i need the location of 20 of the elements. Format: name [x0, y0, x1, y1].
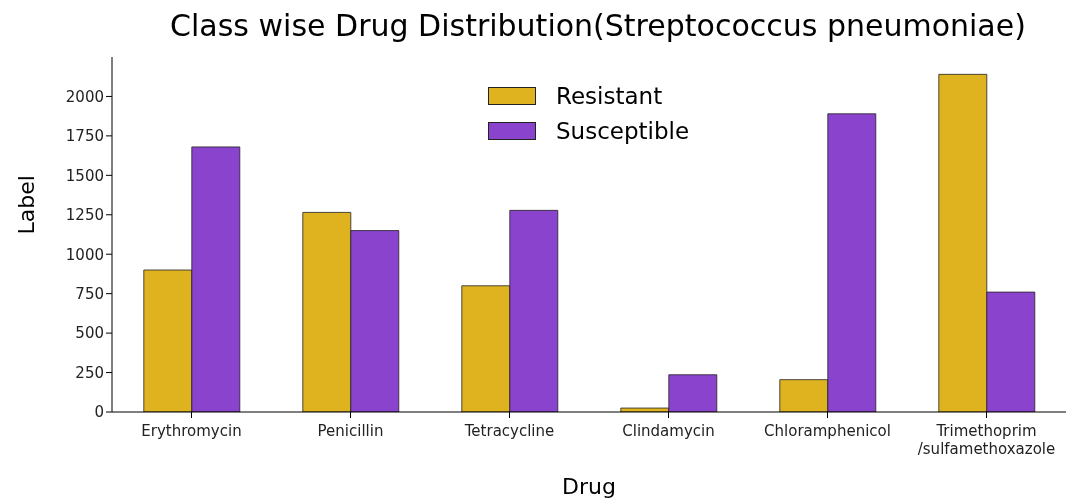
y-tick-label: 0 — [94, 403, 104, 422]
y-tick-label: 1000 — [65, 245, 104, 264]
y-tick-label: 250 — [75, 363, 104, 382]
y-tick-label: 750 — [75, 284, 104, 303]
y-tick-label: 1750 — [65, 127, 104, 146]
x-axis-title: Drug — [562, 474, 616, 499]
y-tick-label: 500 — [75, 324, 104, 343]
y-tick-label: 1500 — [65, 166, 104, 185]
chart-title: Class wise Drug Distribution(Streptococcus pneumoniae) — [169, 8, 1027, 43]
x-tick-label: Clindamycin — [622, 422, 715, 440]
x-tick-label: Penicillin — [317, 422, 384, 440]
legend-label: Susceptible — [555, 116, 691, 146]
x-tick-label: Trimethoprim /sulfamethoxazole — [917, 422, 1056, 458]
y-tick-label: 1250 — [65, 206, 104, 225]
x-tick-label: Erythromycin — [141, 422, 242, 440]
x-tick-label: Chloramphenicol — [764, 422, 891, 440]
legend-label: Resistant — [555, 81, 664, 111]
y-tick-label: 2000 — [65, 87, 104, 106]
y-axis-title: Label — [13, 175, 39, 235]
x-tick-label: Tetracycline — [463, 422, 555, 440]
